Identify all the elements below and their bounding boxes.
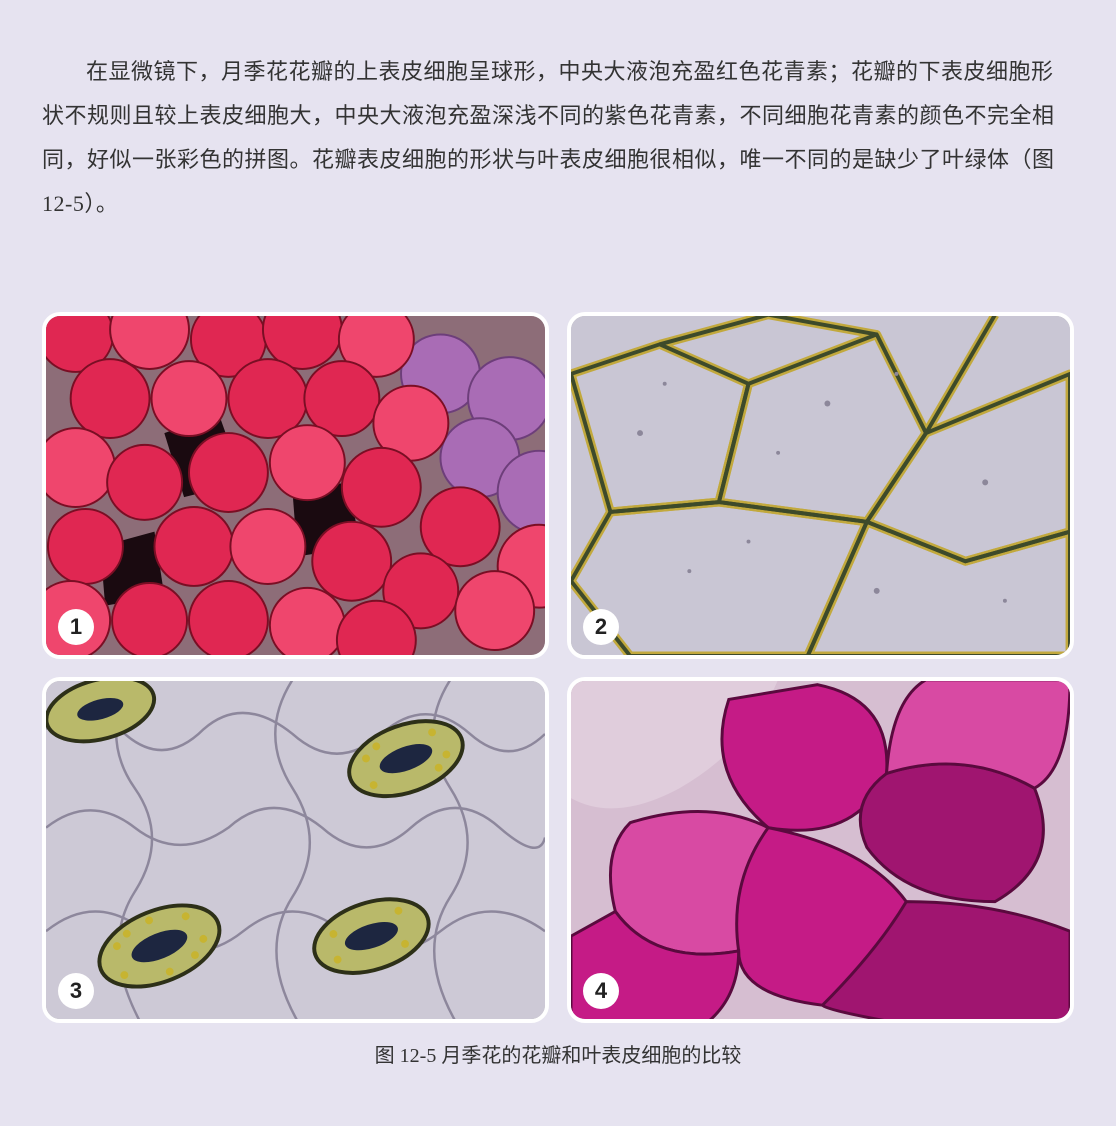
figure-panel-2: 2 — [567, 312, 1074, 659]
figure-panel-3: 3 — [42, 677, 549, 1024]
panel-number-badge: 1 — [58, 609, 94, 645]
figure-grid: 1 — [42, 312, 1074, 1023]
paragraph: 在显微镜下，月季花花瓣的上表皮细胞呈球形，中央大液泡充盈红色花青素；花瓣的下表皮… — [42, 50, 1074, 226]
body-text: 在显微镜下，月季花花瓣的上表皮细胞呈球形，中央大液泡充盈红色花青素；花瓣的下表皮… — [42, 50, 1074, 226]
page: 在显微镜下，月季花花瓣的上表皮细胞呈球形，中央大液泡充盈红色花青素；花瓣的下表皮… — [0, 0, 1116, 1068]
panel-number-badge: 2 — [583, 609, 619, 645]
figure-panel-1: 1 — [42, 312, 549, 659]
figure-caption: 图 12-5 月季花的花瓣和叶表皮细胞的比较 — [42, 1039, 1074, 1068]
figure-panel-4: 4 — [567, 677, 1074, 1024]
